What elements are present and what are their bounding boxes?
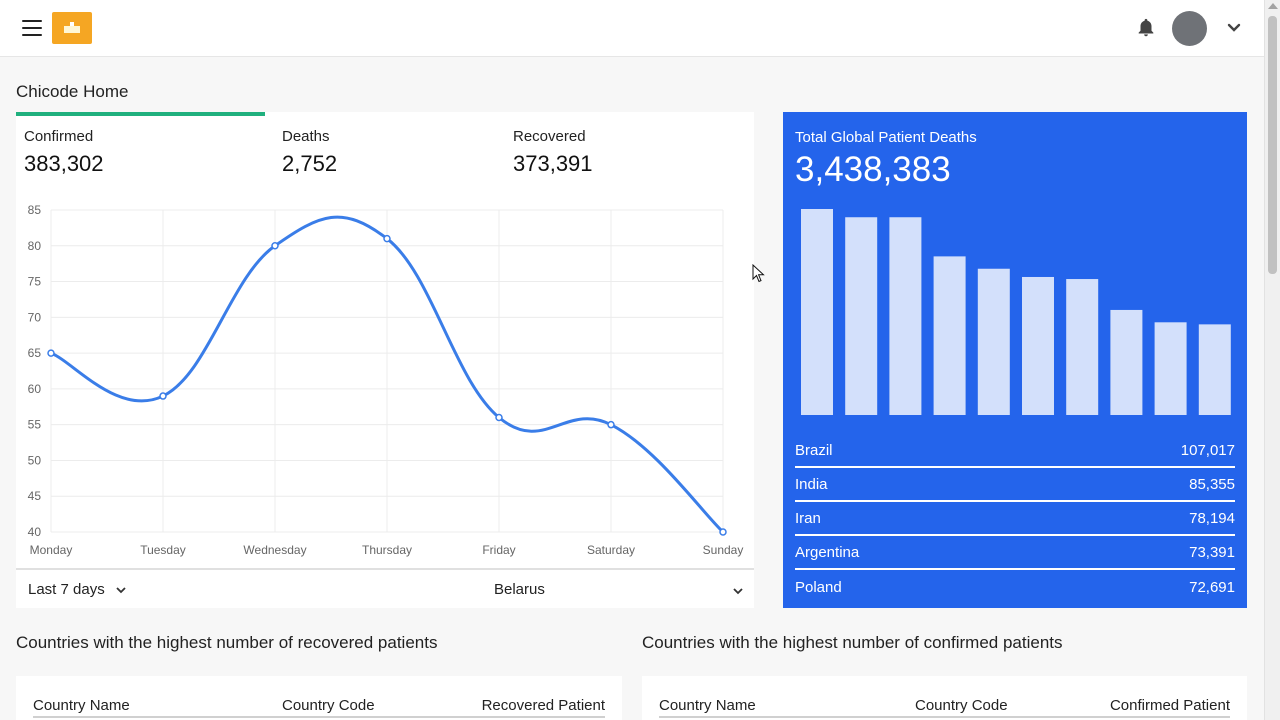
recovered-table: Country Name Country Code Recovered Pati… [16, 676, 622, 720]
table-header: Country Name Country Code Confirmed Pati… [659, 696, 1230, 718]
list-item[interactable]: Iran 78,194 [795, 502, 1235, 536]
bar [889, 217, 922, 415]
x-tick-label: Tuesday [140, 543, 186, 557]
country-name: Iran [795, 509, 821, 527]
data-point [495, 413, 503, 422]
country-name: Poland [795, 578, 842, 596]
bar [845, 217, 878, 415]
logo-glyph [64, 22, 80, 33]
list-item[interactable]: India 85,355 [795, 468, 1235, 502]
scroll-thumb[interactable] [1268, 16, 1277, 274]
country-deaths: 73,391 [1189, 543, 1235, 561]
x-tick-label: Monday [30, 543, 73, 557]
data-point [719, 528, 727, 536]
page-scrollbar[interactable] [1264, 0, 1280, 720]
data-point [607, 420, 615, 429]
recovered-section-title: Countries with the highest number of rec… [16, 633, 438, 652]
bell-icon[interactable] [1135, 17, 1157, 39]
country-select[interactable]: Belarus [494, 581, 744, 598]
bar [1110, 309, 1143, 415]
chevron-down-icon [733, 588, 743, 595]
column-header-confirmed-patient[interactable]: Confirmed Patient [1109, 697, 1230, 714]
country-deaths: 85,355 [1189, 475, 1235, 493]
country-name: India [795, 475, 828, 493]
deaths-label: Deaths [282, 128, 330, 145]
list-item[interactable]: Brazil 107,017 [795, 434, 1235, 468]
y-tick-label: 65 [28, 346, 42, 360]
country-stats-card: Confirmed 383,302 Deaths 2,752 Recovered… [16, 112, 754, 608]
deaths-value: 2,752 [282, 151, 338, 176]
country-deaths: 72,691 [1189, 578, 1235, 596]
x-tick-label: Wednesday [243, 543, 306, 557]
column-header-country-code[interactable]: Country Code [282, 697, 375, 714]
global-deaths-label: Total Global Patient Deaths [795, 129, 977, 146]
confirmed-value: 383,302 [24, 151, 104, 176]
confirmed-stat: Confirmed 383,302 [24, 128, 104, 177]
country-select-value: Belarus [494, 581, 545, 598]
x-tick-label: Saturday [587, 543, 635, 557]
x-tick-label: Thursday [362, 543, 412, 557]
top-death-countries-list: Brazil 107,017 India 85,355 Iran 78,194 Arg… [795, 434, 1235, 604]
period-select[interactable]: Last 7 days [28, 581, 127, 598]
bar [1198, 324, 1231, 415]
global-deaths-value: 3,438,383 [795, 150, 951, 189]
logo-icon[interactable] [52, 12, 92, 44]
deaths-stat: Deaths 2,752 [282, 128, 337, 177]
stats-progress-bar [16, 112, 265, 116]
data-point [383, 234, 391, 243]
global-deaths-card: Total Global Patient Deaths 3,438,383 Br… [783, 112, 1247, 608]
country-deaths: 78,194 [1189, 509, 1235, 527]
x-tick-label: Friday [482, 543, 515, 557]
country-name: Argentina [795, 543, 860, 561]
confirmed-table: Country Name Country Code Confirmed Pati… [642, 676, 1247, 720]
chevron-down-icon[interactable] [1226, 20, 1242, 36]
y-tick-label: 60 [28, 382, 42, 396]
daily-line-chart: 40 45 50 55 60 65 70 75 80 85 Monday Tuesday Wednesd… [28, 203, 744, 557]
period-select-value: Last 7 days [28, 581, 105, 598]
y-tick-label: 70 [28, 310, 42, 324]
country-deaths: 107,017 [1180, 441, 1235, 459]
bar [1154, 322, 1187, 415]
column-header-recovered-patient[interactable]: Recovered Patient [481, 697, 605, 714]
scroll-up-arrow-icon[interactable] [1268, 3, 1278, 9]
list-item[interactable]: Poland 72,691 [795, 570, 1235, 604]
y-tick-label: 50 [28, 453, 42, 467]
y-tick-label: 75 [28, 275, 42, 289]
global-deaths-bar-chart [801, 209, 1231, 415]
y-tick-label: 80 [28, 239, 42, 253]
column-header-country-name[interactable]: Country Name [659, 697, 756, 714]
chevron-down-icon [116, 586, 126, 593]
confirmed-section-title: Countries with the highest number of con… [642, 633, 1063, 652]
recovered-value: 373,391 [513, 151, 593, 176]
bar [801, 209, 833, 415]
y-tick-label: 55 [28, 418, 42, 432]
bar [933, 256, 966, 415]
bar [977, 268, 1010, 415]
y-tick-label: 40 [28, 525, 42, 539]
table-header: Country Name Country Code Recovered Pati… [33, 696, 605, 718]
bar [1066, 279, 1099, 415]
confirmed-label: Confirmed [24, 128, 94, 145]
hamburger-icon[interactable] [22, 20, 42, 36]
top-bar [0, 0, 1264, 57]
data-point [271, 242, 279, 250]
column-header-country-name[interactable]: Country Name [33, 697, 130, 714]
page-title: Chicode Home [16, 82, 129, 101]
column-header-country-code[interactable]: Country Code [915, 697, 1008, 714]
avatar[interactable] [1172, 11, 1207, 46]
mouse-cursor-icon [752, 264, 765, 283]
data-point [159, 392, 167, 400]
bar [1022, 276, 1054, 415]
y-tick-label: 45 [28, 489, 42, 503]
y-tick-label: 85 [28, 203, 42, 217]
list-item[interactable]: Argentina 73,391 [795, 536, 1235, 570]
x-tick-label: Sunday [703, 543, 744, 557]
recovered-label: Recovered [513, 128, 586, 145]
data-point [47, 349, 55, 357]
recovered-stat: Recovered 373,391 [513, 128, 593, 177]
country-name: Brazil [795, 441, 833, 459]
card-divider [16, 568, 754, 570]
